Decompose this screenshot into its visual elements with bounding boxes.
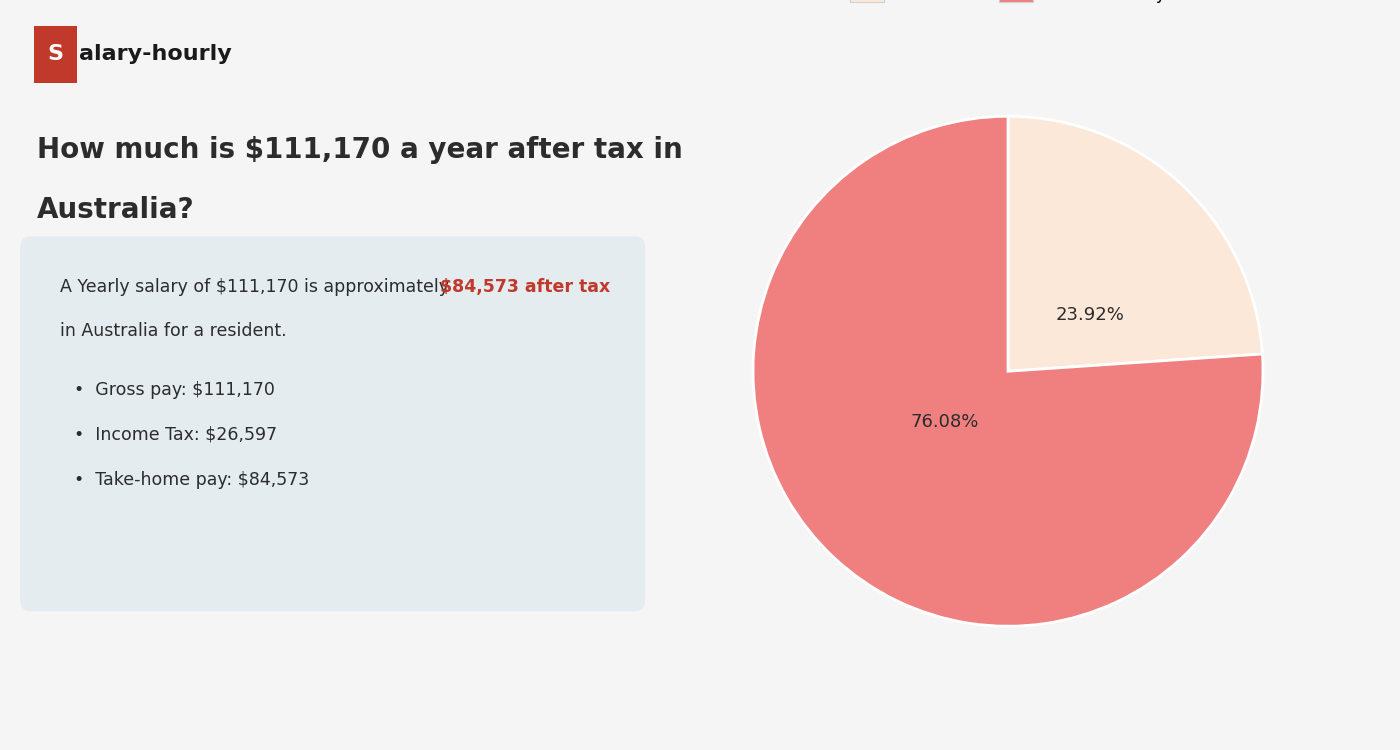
Legend: Income Tax, Take-home Pay: Income Tax, Take-home Pay [844, 0, 1172, 10]
Text: A Yearly salary of $111,170 is approximately: A Yearly salary of $111,170 is approxima… [60, 278, 455, 296]
Text: •  Gross pay: $111,170: • Gross pay: $111,170 [74, 381, 274, 399]
Wedge shape [753, 116, 1263, 626]
Text: 23.92%: 23.92% [1056, 306, 1124, 324]
Text: •  Income Tax: $26,597: • Income Tax: $26,597 [74, 426, 277, 444]
Text: 76.08%: 76.08% [910, 413, 979, 431]
Text: alary-hourly: alary-hourly [80, 44, 232, 64]
FancyBboxPatch shape [34, 26, 77, 82]
Text: How much is $111,170 a year after tax in: How much is $111,170 a year after tax in [36, 136, 683, 164]
Wedge shape [1008, 116, 1263, 371]
Text: Australia?: Australia? [36, 196, 195, 224]
Text: in Australia for a resident.: in Australia for a resident. [60, 322, 287, 340]
FancyBboxPatch shape [20, 236, 645, 611]
Text: S: S [48, 44, 63, 64]
Text: $84,573 after tax: $84,573 after tax [440, 278, 610, 296]
Text: •  Take-home pay: $84,573: • Take-home pay: $84,573 [74, 471, 309, 489]
